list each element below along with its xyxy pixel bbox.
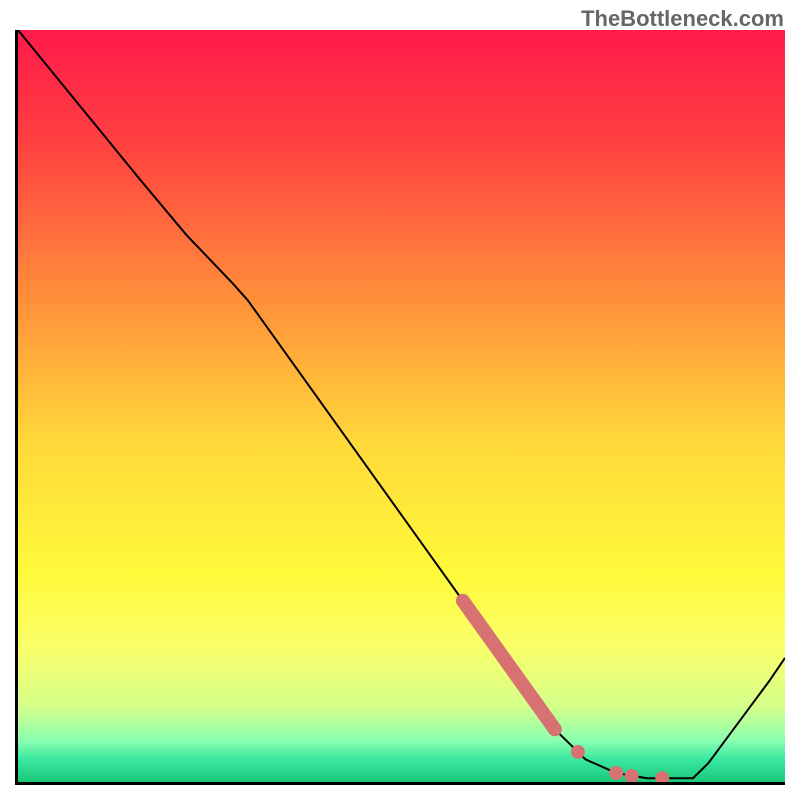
gradient-background xyxy=(18,30,785,782)
bottleneck-chart: TheBottleneck.com xyxy=(0,0,800,800)
plot-svg xyxy=(18,30,785,782)
watermark-text: TheBottleneck.com xyxy=(581,6,784,32)
plot-area xyxy=(15,30,785,785)
